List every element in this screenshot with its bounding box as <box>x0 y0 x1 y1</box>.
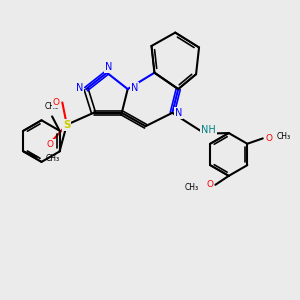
Text: N: N <box>175 108 182 118</box>
Text: O: O <box>52 98 59 107</box>
Text: O: O <box>47 140 54 149</box>
Text: CH₃: CH₃ <box>277 132 291 141</box>
Text: N: N <box>105 62 112 72</box>
Text: CH₃: CH₃ <box>45 102 59 111</box>
Text: O: O <box>265 134 272 143</box>
Text: CH₃: CH₃ <box>185 183 199 192</box>
Text: O: O <box>206 180 213 189</box>
Text: N: N <box>130 82 138 93</box>
Text: N: N <box>76 82 83 93</box>
Text: NH: NH <box>201 125 216 135</box>
Text: CH₃: CH₃ <box>45 154 59 163</box>
Text: S: S <box>63 120 70 130</box>
